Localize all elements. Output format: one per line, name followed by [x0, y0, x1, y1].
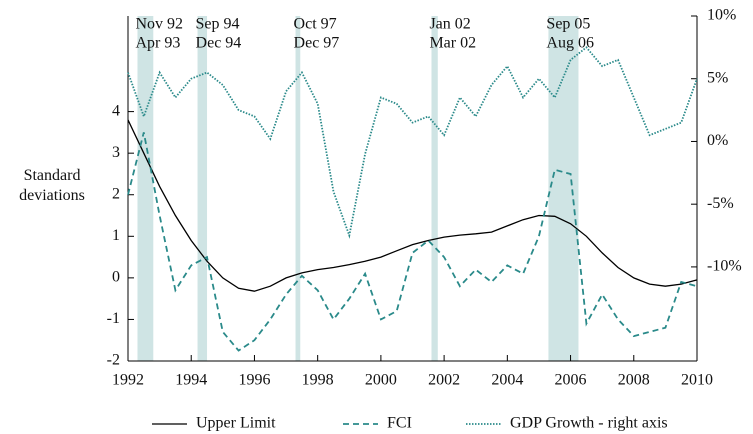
period-start-label: Sep 94	[196, 16, 240, 33]
period-end-label: Dec 94	[196, 35, 242, 52]
x-tick-label: 2000	[365, 372, 397, 389]
y2-tick-label: 0%	[707, 132, 728, 149]
period-shade	[137, 16, 154, 361]
y2-tick-label: 10%	[707, 7, 736, 24]
y-tick-label: 2	[112, 185, 120, 202]
y2-tick-label: -10%	[707, 258, 742, 275]
y-tick-label: 3	[112, 144, 120, 161]
x-tick-label: 1992	[112, 372, 144, 389]
y-tick-label: -1	[107, 310, 120, 327]
x-tick-label: 1996	[238, 372, 270, 389]
period-shade	[548, 16, 579, 361]
legend-label: Upper Limit	[196, 415, 276, 432]
y2-tick-label: -5%	[707, 195, 734, 212]
period-start-label: Nov 92	[135, 16, 183, 33]
period-end-label: Mar 02	[429, 35, 476, 52]
y-tick-label: 0	[112, 269, 120, 286]
period-end-label: Dec 97	[294, 35, 340, 52]
series-line	[127, 119, 698, 292]
period-start-label: Oct 97	[294, 16, 337, 33]
x-tick-label: 2008	[618, 372, 650, 389]
legend-label: GDP Growth - right axis	[510, 415, 668, 432]
period-start-label: Sep 05	[546, 16, 590, 33]
x-tick-label: 2006	[555, 372, 587, 389]
y-axis-label: Standard deviations	[19, 167, 85, 204]
x-tick-label: 2002	[428, 372, 460, 389]
period-start-label: Jan 02	[429, 16, 470, 33]
x-tick-label: 2004	[491, 372, 523, 389]
y-tick-label: -2	[107, 352, 120, 369]
series-line	[127, 132, 698, 352]
legend-label: FCI	[387, 415, 412, 432]
period-shade	[295, 16, 301, 361]
x-tick-label: 2010	[681, 372, 713, 389]
x-tick-label: 1998	[302, 372, 334, 389]
period-end-label: Aug 06	[546, 35, 594, 52]
y2-tick-label: 5%	[707, 69, 728, 86]
period-end-label: Apr 93	[135, 35, 180, 52]
y-tick-label: 4	[112, 102, 120, 119]
period-shade	[197, 16, 208, 361]
series-line	[127, 46, 698, 239]
y-tick-label: 1	[112, 227, 120, 244]
x-tick-label: 1994	[175, 372, 207, 389]
period-shade	[431, 16, 438, 361]
